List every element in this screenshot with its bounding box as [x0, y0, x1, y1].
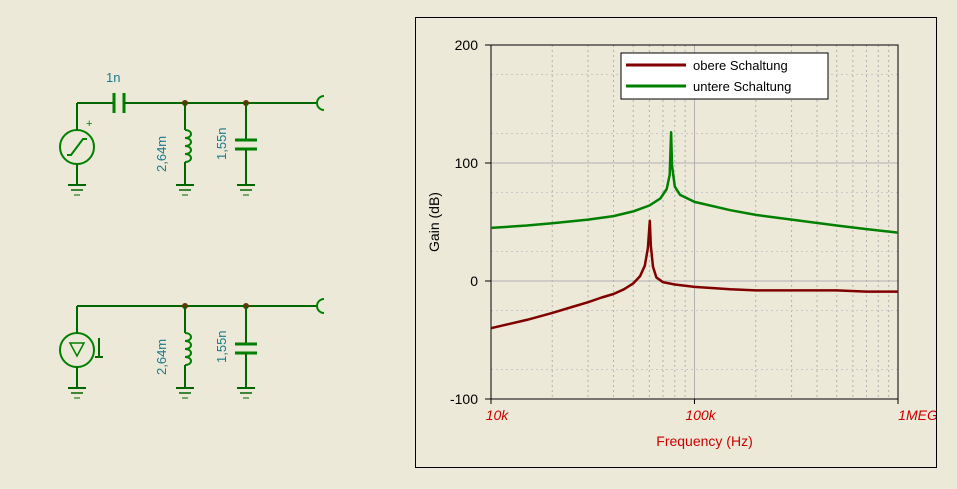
series-capacitor-symbol[interactable]: [112, 93, 126, 113]
legend-box: [620, 52, 829, 100]
bottom-circuit: [59, 298, 325, 399]
bode-plot-panel: 200 100 0 -100 10k 100k 1MEG obere Schaltung un…: [415, 17, 937, 468]
legend-label: obere Schaltung: [693, 58, 788, 73]
plot-curves: [490, 131, 899, 330]
ground-symbol: [68, 387, 86, 399]
shunt-capacitor-symbol[interactable]: [235, 103, 257, 196]
inductor-symbol[interactable]: [176, 103, 194, 196]
top-capacitor-series-label: 1n: [106, 70, 120, 85]
legend-label: untere Schaltung: [693, 79, 791, 94]
bottom-capacitor-shunt-label: 1,55n: [214, 330, 229, 363]
series-line-1: [490, 219, 898, 330]
plot-grid: [491, 45, 898, 399]
schematic-area: +: [59, 70, 325, 399]
x-tick-label: 1MEG: [898, 407, 936, 423]
bottom-source-symbol[interactable]: [59, 306, 95, 388]
y-axis-title: Gain (dB): [426, 192, 442, 252]
svg-text:+: +: [86, 118, 92, 130]
top-circuit: +: [59, 93, 325, 196]
inductor-symbol[interactable]: [176, 306, 194, 399]
bottom-inductor-label: 2,64m: [154, 339, 169, 375]
x-tick-label: 10k: [486, 407, 510, 423]
bode-plot: 200 100 0 -100 10k 100k 1MEG obere Schaltung un…: [426, 37, 936, 449]
y-tick-label: 200: [455, 37, 479, 53]
output-terminal-icon[interactable]: [316, 95, 325, 111]
y-tick-label: -100: [450, 391, 478, 407]
shunt-capacitor-symbol[interactable]: [235, 306, 257, 399]
axis-ticks: 200 100 0 -100 10k 100k 1MEG: [450, 37, 936, 423]
x-axis-title: Frequency (Hz): [656, 433, 752, 449]
y-tick-label: 0: [470, 273, 478, 289]
y-tick-label: 100: [455, 155, 479, 171]
legend: obere Schaltung untere Schaltung: [620, 52, 829, 100]
x-tick-label: 100k: [685, 407, 716, 423]
top-inductor-label: 2,64m: [154, 136, 169, 172]
top-capacitor-shunt-label: 1,55n: [214, 127, 229, 160]
source-ground-mark: [95, 338, 103, 358]
top-source-symbol[interactable]: [59, 103, 95, 185]
series-line-2: [490, 131, 899, 234]
ground-symbol: [68, 184, 86, 196]
output-terminal-icon[interactable]: [316, 298, 325, 314]
